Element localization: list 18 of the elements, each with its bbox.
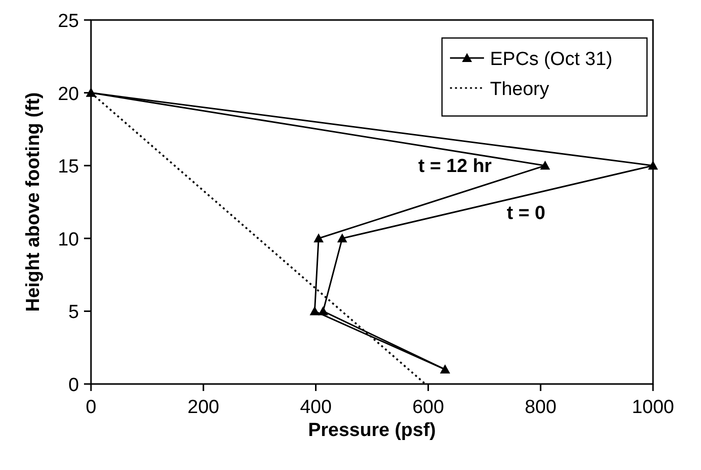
y-tick-label: 0 xyxy=(68,375,79,396)
x-axis-title: Pressure (psf) xyxy=(308,420,436,441)
x-tick-label: 0 xyxy=(86,397,96,418)
annotation: t = 12 hr xyxy=(418,156,492,177)
y-tick-label: 25 xyxy=(58,11,79,32)
y-axis-title: Height above footing (ft) xyxy=(23,92,44,312)
legend-label: Theory xyxy=(490,79,550,100)
y-tick-label: 10 xyxy=(58,229,79,250)
x-tick-label: 200 xyxy=(188,397,220,418)
x-tick-label: 400 xyxy=(300,397,332,418)
y-tick-label: 5 xyxy=(68,302,79,324)
y-tick-label: 20 xyxy=(58,84,79,105)
legend-label: EPCs (Oct 31) xyxy=(490,49,612,70)
y-tick-label: 15 xyxy=(58,156,79,178)
annotation: t = 0 xyxy=(506,203,546,224)
x-tick-label: 800 xyxy=(524,397,556,418)
x-tick-label: 600 xyxy=(412,397,444,418)
x-tick-label: 1000 xyxy=(632,397,674,418)
